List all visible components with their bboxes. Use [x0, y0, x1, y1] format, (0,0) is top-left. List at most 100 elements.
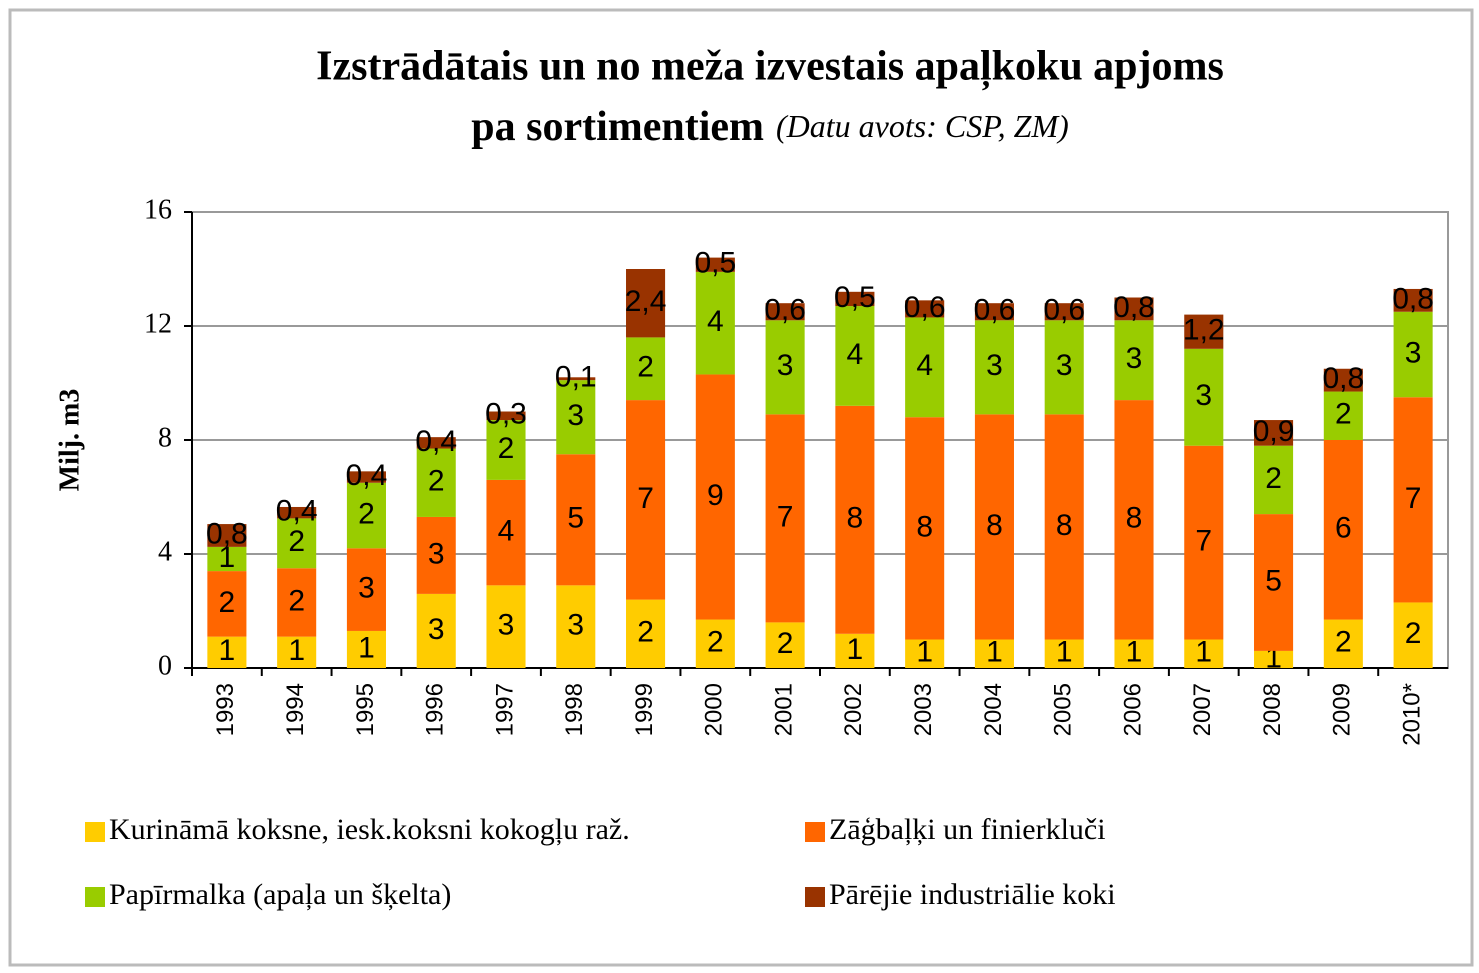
bar-segment	[765, 303, 805, 321]
bar-segment	[556, 377, 596, 381]
data-label: 0,9	[1253, 415, 1295, 448]
legend-label: Pārējie industriālie koki	[829, 878, 1116, 911]
x-tick-label: 2003	[910, 683, 937, 736]
data-label: 7	[1195, 525, 1212, 558]
data-label: 4	[707, 305, 724, 338]
bar-segment	[626, 599, 666, 668]
y-axis-label: Milj. m3	[54, 389, 85, 492]
x-tick-label: 2008	[1259, 683, 1286, 736]
data-label: 0,8	[206, 517, 248, 550]
data-label: 1	[219, 541, 236, 574]
data-label: 2	[288, 584, 305, 617]
data-label: 3	[1126, 342, 1143, 375]
data-label: 2	[1265, 462, 1282, 495]
data-label: 7	[1405, 482, 1422, 515]
legend-swatch	[805, 822, 825, 842]
x-tick-label: 1995	[352, 683, 379, 736]
data-label: 4	[847, 338, 864, 371]
bar-segment	[1114, 320, 1154, 401]
x-tick-label: 1993	[212, 683, 239, 736]
data-label: 0,8	[1322, 362, 1364, 395]
data-label: 3	[1405, 336, 1422, 369]
bar-segment	[835, 306, 875, 406]
data-label: 4	[498, 515, 515, 548]
bar-segment	[695, 257, 735, 272]
bar-segment	[207, 546, 247, 572]
chart-border	[8, 8, 1474, 967]
x-tick-label: 2005	[1050, 683, 1077, 736]
data-label: 0,4	[415, 425, 457, 458]
data-label: 0,4	[346, 459, 388, 492]
bar-segment	[346, 548, 386, 631]
data-label: 2	[219, 586, 236, 619]
bar-segment	[1393, 288, 1433, 312]
bar-segment	[974, 414, 1014, 640]
chart-title-line2: pa sortimentiem (Datu avots: CSP, ZM)	[471, 104, 1069, 150]
bar-segment	[1254, 445, 1294, 515]
x-tick-label: 1996	[422, 683, 449, 736]
bar-segment	[207, 524, 247, 547]
bar-segment	[695, 619, 735, 668]
data-label: 7	[637, 482, 654, 515]
bar-segment	[346, 482, 386, 549]
bar-segment	[905, 317, 945, 418]
data-label: 3	[498, 609, 515, 642]
data-label: 2	[358, 497, 375, 530]
bar-segment	[277, 518, 317, 569]
data-label: 0,3	[485, 398, 527, 431]
data-label: 2	[428, 465, 445, 498]
data-label: 3	[567, 399, 584, 432]
bar-segment	[905, 300, 945, 318]
x-tick-label: 2010*	[1398, 683, 1425, 746]
x-tick-label: 2004	[980, 683, 1007, 736]
data-label: 8	[1126, 502, 1143, 535]
data-label: 3	[777, 349, 794, 382]
bar-segment	[486, 585, 526, 668]
bar-segment	[905, 639, 945, 668]
bar-segment	[626, 400, 666, 600]
data-label: 2	[1335, 398, 1352, 431]
data-label: 0,6	[1043, 294, 1085, 327]
bar-segment	[1323, 619, 1363, 668]
bar-segment	[1254, 650, 1294, 668]
x-tick-label: 1994	[282, 683, 309, 736]
data-label: 1	[986, 636, 1003, 669]
data-label: 7	[777, 500, 794, 533]
data-label: 4	[916, 349, 933, 382]
bar-segment	[1044, 414, 1084, 640]
bar-segment	[1184, 314, 1224, 349]
data-label: 8	[1056, 509, 1073, 542]
bar-segment	[1044, 303, 1084, 321]
bar-segment	[695, 271, 735, 375]
data-label: 1	[1195, 636, 1212, 669]
title-line2: pa sortimentiem	[471, 104, 764, 150]
data-label: 1,2	[1183, 314, 1225, 347]
bar-segment	[1114, 297, 1154, 321]
data-label: 3	[986, 349, 1003, 382]
data-label: 0,6	[764, 294, 806, 327]
bar-segment	[556, 585, 596, 668]
data-label: 0,4	[276, 495, 318, 528]
bar-segment	[1044, 639, 1084, 668]
x-tick-label: 2000	[701, 683, 728, 736]
data-label: 1	[847, 633, 864, 666]
bar-segment	[277, 636, 317, 668]
data-label: 0,1	[555, 361, 597, 394]
data-label: 0,6	[904, 291, 946, 324]
bar-segment	[765, 414, 805, 623]
data-label: 2	[1335, 626, 1352, 659]
bar-segment	[835, 633, 875, 668]
y-tick-label: 4	[158, 536, 172, 567]
bar-segment	[486, 420, 526, 480]
data-label: 2	[288, 525, 305, 558]
bar-segment	[1323, 440, 1363, 620]
data-label: 6	[1335, 512, 1352, 545]
data-label: 2	[707, 626, 724, 659]
bar-segment	[416, 448, 456, 517]
bar-segment	[416, 437, 456, 449]
data-label: 0,5	[694, 247, 736, 280]
data-label: 8	[916, 510, 933, 543]
bar-segment	[1254, 514, 1294, 651]
bar-segment	[346, 471, 386, 483]
data-label: 8	[847, 502, 864, 535]
